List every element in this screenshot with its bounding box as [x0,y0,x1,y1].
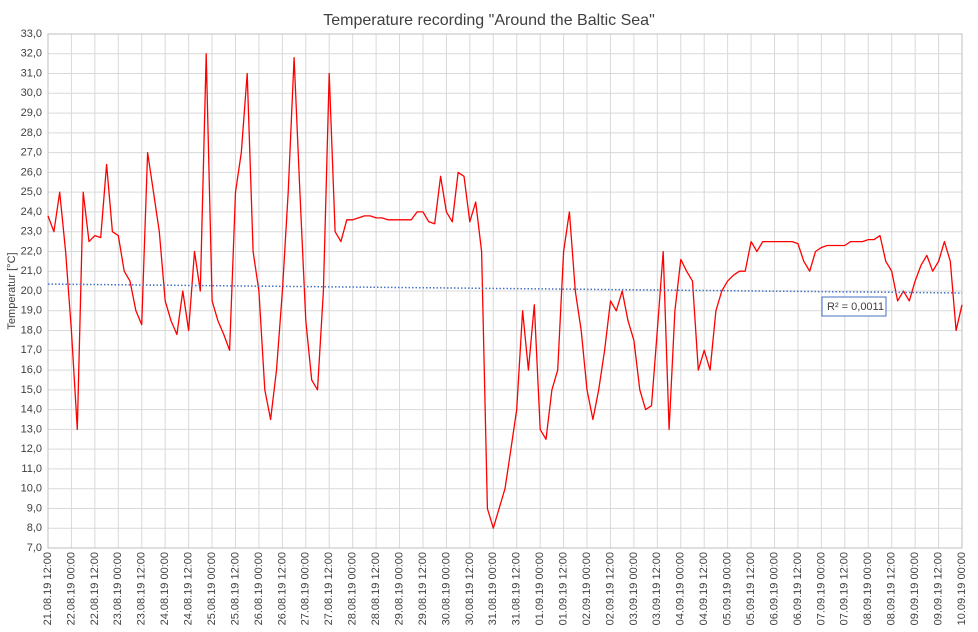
x-tick-label: 28.08.19 00:00 [347,552,359,625]
x-tick-label: 29.08.19 12:00 [417,552,429,625]
y-tick-label: 8,0 [27,522,42,534]
y-tick-label: 15,0 [21,384,42,396]
x-tick-label: 01.09.19 12:00 [557,552,569,625]
x-tick-label: 28.08.19 12:00 [370,552,382,625]
x-tick-label: 25.08.19 12:00 [229,552,241,625]
x-tick-label: 07.09.19 00:00 [815,552,827,625]
x-tick-label: 06.09.19 12:00 [792,552,804,625]
y-tick-label: 26,0 [21,166,42,178]
x-tick-label: 26.08.19 00:00 [253,552,265,625]
y-tick-label: 22,0 [21,245,42,257]
y-axis-label: Temperatur [°C] [6,252,18,329]
x-tick-label: 01.09.19 00:00 [534,552,546,625]
x-tick-label: 22.08.19 00:00 [65,552,77,625]
y-tick-label: 23,0 [21,226,42,238]
y-tick-label: 27,0 [21,147,42,159]
x-tick-label: 08.09.19 12:00 [886,552,898,625]
y-tick-label: 32,0 [21,48,42,60]
y-tick-label: 17,0 [21,344,42,356]
x-tick-label: 24.08.19 12:00 [183,552,195,625]
x-tick-label: 09.09.19 00:00 [909,552,921,625]
x-tick-label: 08.09.19 00:00 [862,552,874,625]
y-tick-label: 9,0 [27,502,42,514]
annotation: R² = 0,0011 [827,301,884,313]
x-tick-label: 23.08.19 00:00 [112,552,124,625]
x-tick-label: 29.08.19 00:00 [393,552,405,625]
x-tick-label: 03.09.19 00:00 [628,552,640,625]
x-tick-label: 22.08.19 12:00 [89,552,101,625]
y-tick-label: 18,0 [21,324,42,336]
y-tick-label: 19,0 [21,305,42,317]
x-tick-label: 10.09.19 00:00 [956,552,968,625]
x-tick-label: 23.08.19 12:00 [136,552,148,625]
y-tick-label: 30,0 [21,87,42,99]
y-tick-label: 31,0 [21,67,42,79]
y-tick-label: 24,0 [21,206,42,218]
annotation-box [821,296,887,317]
y-tick-label: 7,0 [27,542,42,554]
x-tick-label: 30.08.19 00:00 [440,552,452,625]
x-tick-label: 25.08.19 00:00 [206,552,218,625]
x-tick-label: 06.09.19 00:00 [768,552,780,625]
y-tick-label: 21,0 [21,265,42,277]
x-tick-label: 05.09.19 12:00 [745,552,757,625]
y-tick-label: 13,0 [21,423,42,435]
x-tick-label: 03.09.19 12:00 [651,552,663,625]
y-tick-label: 28,0 [21,127,42,139]
chart-title: Temperature recording "Around the Baltic… [323,12,655,29]
x-tick-label: 31.08.19 00:00 [487,552,499,625]
y-tick-label: 10,0 [21,483,42,495]
y-tick-label: 14,0 [21,404,42,416]
y-tick-label: 20,0 [21,285,42,297]
y-tick-label: 25,0 [21,186,42,198]
x-tick-label: 26.08.19 12:00 [276,552,288,625]
x-tick-label: 31.08.19 12:00 [511,552,523,625]
x-tick-label: 04.09.19 12:00 [698,552,710,625]
x-tick-label: 02.09.19 00:00 [581,552,593,625]
y-tick-label: 33,0 [21,28,42,40]
y-tick-label: 11,0 [21,463,42,475]
x-tick-label: 02.09.19 12:00 [604,552,616,625]
x-tick-label: 30.08.19 12:00 [464,552,476,625]
x-tick-label: 05.09.19 00:00 [722,552,734,625]
plot-border [47,33,963,549]
x-tick-label: 21.08.19 12:00 [42,552,54,625]
data-line [47,53,963,529]
y-tick-label: 12,0 [21,443,42,455]
x-tick-label: 04.09.19 00:00 [675,552,687,625]
x-tick-label: 07.09.19 12:00 [839,552,851,625]
y-tick-label: 16,0 [21,364,42,376]
x-tick-label: 24.08.19 00:00 [159,552,171,625]
y-tick-label: 29,0 [21,107,42,119]
x-tick-label: 27.08.19 00:00 [300,552,312,625]
x-tick-label: 09.09.19 12:00 [932,552,944,625]
x-tick-label: 27.08.19 12:00 [323,552,335,625]
